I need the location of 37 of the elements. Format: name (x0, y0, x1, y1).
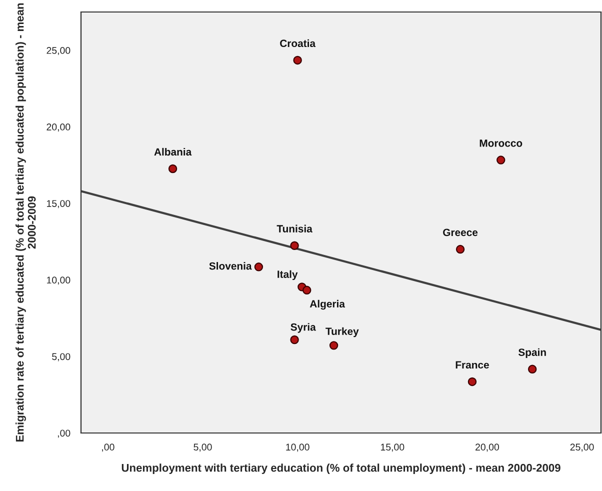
annotation: Spain (518, 348, 546, 358)
x-tick-label: 10,00 (286, 444, 310, 452)
point (290, 335, 299, 344)
y-tick-label: ,00 (58, 430, 70, 438)
x-tick-label: 20,00 (476, 444, 499, 452)
x-tick-label: 15,00 (380, 444, 404, 452)
annotation: Turkey (326, 327, 359, 338)
annotation: France (456, 361, 489, 369)
y-tick-label: 25,00 (46, 47, 70, 56)
annotation: Italy (278, 270, 298, 280)
annotation: Albania (154, 148, 192, 156)
annotation: Greece (443, 228, 478, 236)
y-tick-label: 20,00 (46, 124, 70, 132)
y-axis-title: Emigration rate of tertiary educated (% of total tertiary educated population) - mean 2000-2009 (16, 3, 36, 442)
point (329, 341, 338, 350)
x-tick-label: ,00 (102, 444, 114, 452)
x-axis-title: Unemployment with tertiary education (% of total unemployment) - mean 2000-2009 (122, 464, 560, 474)
annotation: Algeria (310, 300, 346, 310)
point (528, 364, 537, 374)
annotation: Morocco (480, 140, 522, 147)
y-tick-label: 15,00 (47, 200, 70, 208)
annotation: Tunisia (276, 224, 312, 232)
x-tick-label: 5,00 (194, 444, 212, 452)
y-tick-label: 5,00 (52, 353, 70, 362)
annotation: Syria (290, 323, 316, 333)
annotation: Croatia (280, 39, 316, 48)
point (456, 244, 465, 254)
point (302, 286, 312, 295)
point (496, 156, 506, 164)
point (168, 164, 178, 174)
point (254, 262, 264, 272)
point (468, 377, 477, 386)
x-tick-label: 25,00 (570, 444, 594, 452)
annotation: Slovenia (209, 262, 252, 270)
point (293, 56, 302, 65)
point (290, 241, 299, 250)
y-tick-label: 10,00 (47, 276, 70, 285)
